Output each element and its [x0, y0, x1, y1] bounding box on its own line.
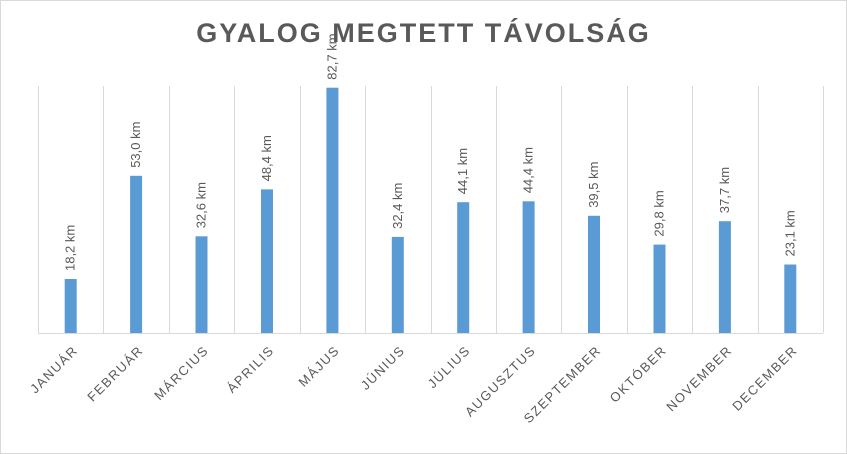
bar — [588, 215, 600, 333]
bar — [457, 202, 470, 333]
data-label: 44,4 km — [521, 147, 536, 193]
bar — [522, 201, 535, 333]
data-label: 48,4 km — [259, 135, 274, 181]
tick-label: MÁJUS — [295, 343, 342, 390]
data-label: 44,1 km — [455, 148, 470, 194]
bar — [64, 279, 77, 333]
tick-label: ÁPRILIS — [224, 343, 277, 396]
tick-label: FEBRUÁR — [84, 343, 146, 405]
chart-title: GYALOG MEGTETT TÁVOLSÁG — [196, 18, 651, 48]
bar — [261, 189, 273, 333]
bar — [130, 175, 143, 333]
data-label: 18,2 km — [63, 225, 78, 271]
tick-label: MÁRCIUS — [151, 343, 211, 403]
data-label: 53,0 km — [128, 122, 143, 168]
data-label: 39,5 km — [586, 162, 601, 208]
bar — [195, 236, 208, 333]
bar — [391, 236, 404, 333]
bar — [653, 244, 666, 333]
bar — [326, 87, 339, 333]
data-label: 29,8 km — [652, 190, 667, 236]
tick-label: OKTÓBER — [607, 343, 670, 406]
bar — [718, 221, 731, 333]
data-label: 82,7 km — [324, 33, 339, 79]
data-label: 23,1 km — [782, 210, 797, 256]
tick-label: DECEMBER — [729, 343, 800, 414]
tick-label: NOVEMBER — [663, 343, 735, 415]
data-label: 32,4 km — [390, 183, 405, 229]
bar — [784, 264, 797, 333]
data-label: 32,6 km — [194, 182, 209, 228]
tick-label: JÚNIUS — [358, 343, 408, 393]
tick-label: JÚLIUS — [425, 343, 474, 392]
tick-label: JANUÁR — [27, 343, 81, 397]
data-label: 37,7 km — [717, 167, 732, 213]
